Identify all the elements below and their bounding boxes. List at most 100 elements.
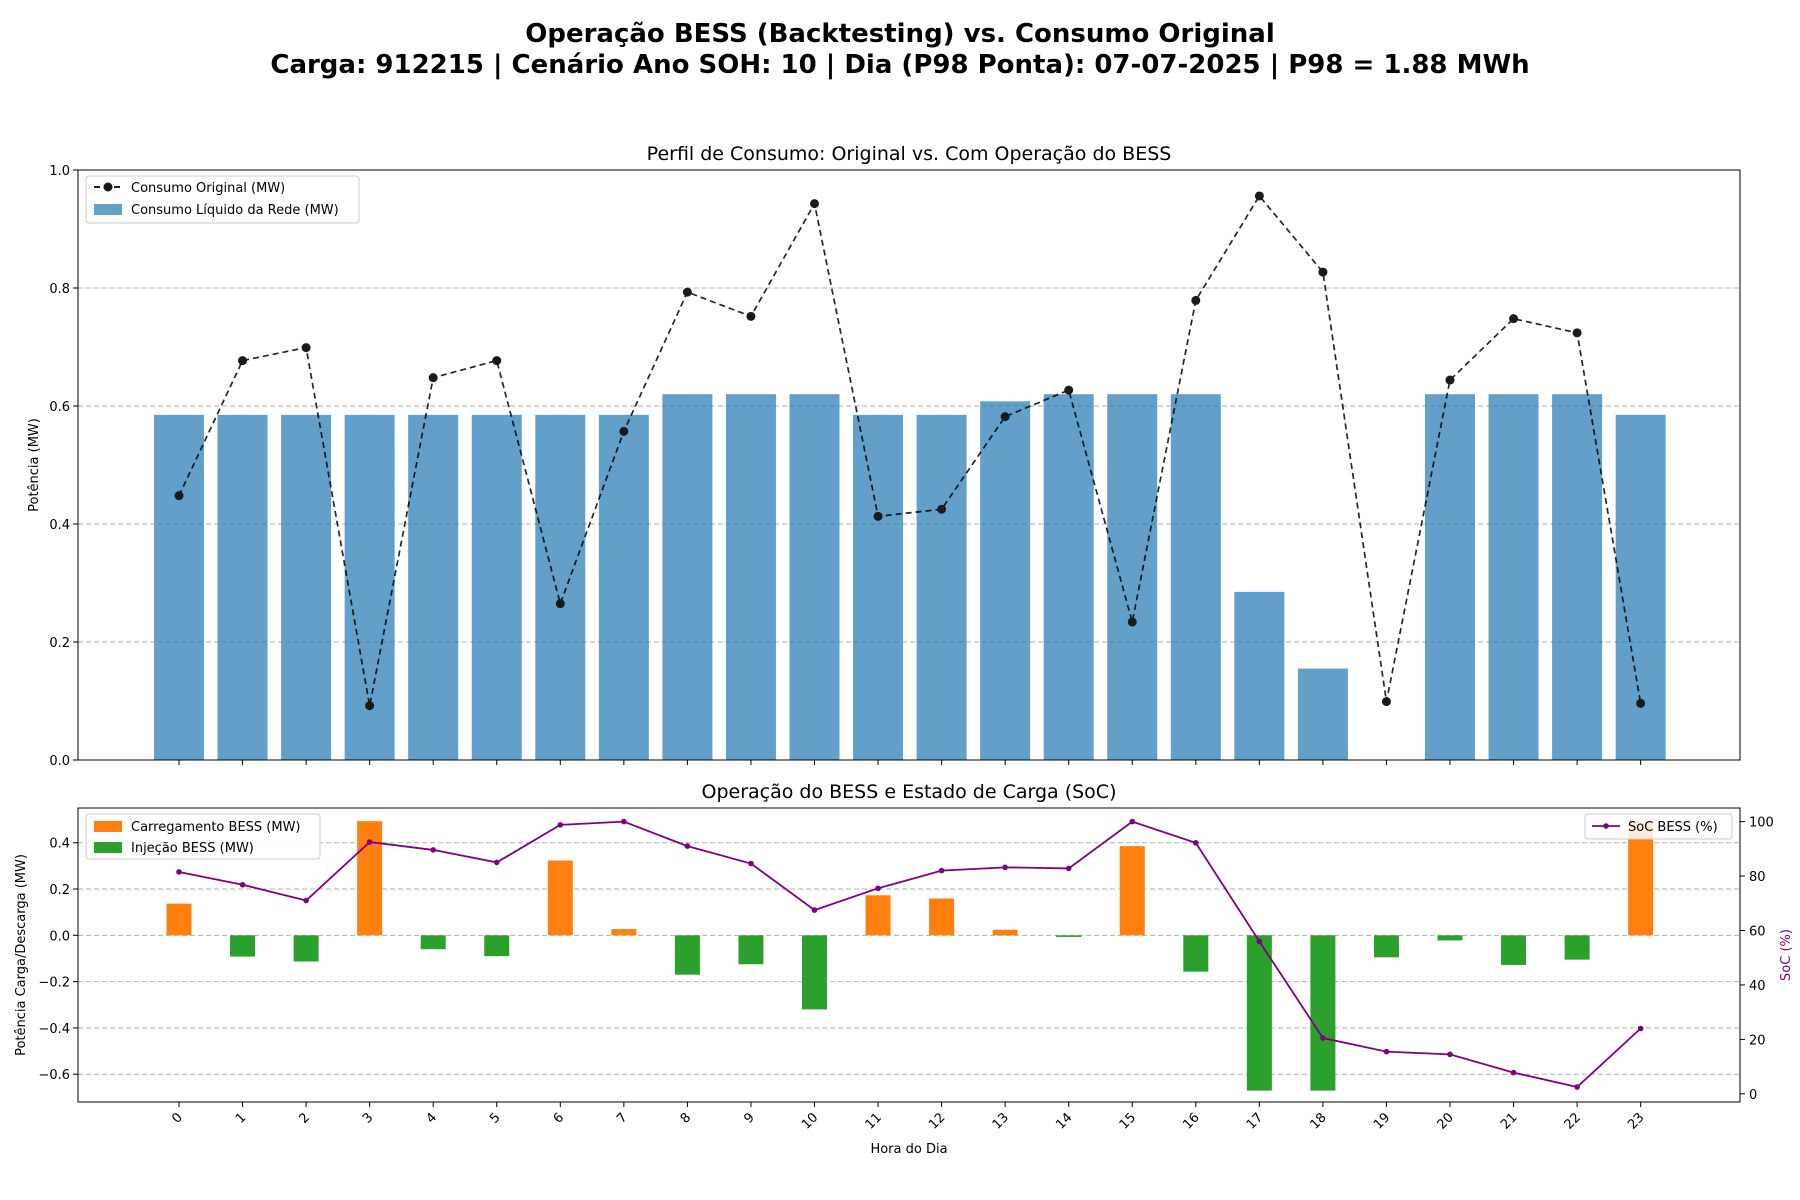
bottom-right-y-axis-label: SoC (%) <box>1779 929 1794 981</box>
bottom-xtick-label: 3 <box>360 1110 376 1126</box>
original-consumption-point <box>1636 698 1646 708</box>
bottom-right-ytick-label: 60 <box>1749 925 1766 940</box>
top-legend-frame <box>85 175 360 224</box>
soc-point <box>1447 1051 1453 1058</box>
soc-point <box>239 881 246 888</box>
bottom-xtick-label: 2 <box>296 1110 312 1126</box>
net-consumption-bar <box>471 414 522 760</box>
charge-bar <box>865 895 891 936</box>
original-consumption-point <box>365 701 375 711</box>
soc-point <box>1383 1048 1390 1055</box>
figure-title-line2: Carga: 912215 | Cenário Ano SOH: 10 | Di… <box>270 50 1530 80</box>
discharge-bar <box>738 935 764 965</box>
bottom-xtick-label: 7 <box>614 1110 630 1126</box>
top-ytick-label: 0.2 <box>49 636 70 651</box>
original-consumption-point <box>1509 314 1519 324</box>
bottom-xtick-label: 1 <box>233 1110 249 1126</box>
soc-point <box>1002 864 1008 871</box>
bottom-legend-left: Carregamento BESS (MW) Injeção BESS (MW) <box>85 813 321 860</box>
bottom-right-ytick-label: 80 <box>1749 870 1766 885</box>
discharge-bar <box>293 935 319 962</box>
net-consumption-bar <box>662 394 713 760</box>
net-consumption-bar <box>1615 414 1666 760</box>
bottom-xtick-label: 10 <box>799 1110 821 1132</box>
top-ytick-label: 0.6 <box>49 400 70 415</box>
bottom-xtick-label: 15 <box>1117 1110 1139 1132</box>
original-consumption-point <box>1381 697 1391 707</box>
charge-bar <box>1628 822 1654 936</box>
bottom-ytick-label: −0.6 <box>38 1068 70 1083</box>
original-consumption-point <box>746 311 756 321</box>
bottom-xtick-label: 13 <box>990 1110 1012 1132</box>
original-consumption-point <box>1318 267 1328 277</box>
soc-point <box>557 822 564 828</box>
net-consumption-bar <box>408 414 459 760</box>
soc-line <box>178 820 1642 1089</box>
charge-bar <box>929 898 955 936</box>
legend-discharge-label: Injeção BESS (MW) <box>131 841 254 856</box>
bottom-y-axis-label: Potência Carga/Descarga (MW) <box>14 854 29 1056</box>
soc-point <box>1510 1069 1517 1076</box>
discharge-bar <box>420 935 446 950</box>
figure-title-line1: Operação BESS (Backtesting) vs. Consumo … <box>525 19 1275 49</box>
discharge-bar <box>1056 935 1082 937</box>
original-consumption-point <box>1127 617 1137 627</box>
top-plot-frame <box>77 169 1741 761</box>
top-legend: Consumo Original (MW) Consumo Líquido da … <box>85 175 360 224</box>
original-consumption-point <box>810 199 819 209</box>
top-ytick-label: 0.8 <box>49 282 70 297</box>
original-consumption-point <box>937 504 947 514</box>
soc-point <box>748 860 754 867</box>
bottom-x-axis-label: Hora do Dia <box>870 1142 947 1157</box>
soc-point <box>811 907 818 913</box>
net-consumption-bar <box>1107 394 1158 760</box>
top-ytick-label: 0.4 <box>49 518 70 533</box>
original-consumption-point <box>1000 412 1010 422</box>
soc-point <box>1574 1084 1580 1090</box>
top-ytick-label: 0.0 <box>49 754 70 769</box>
net-consumption-bar <box>598 414 649 760</box>
legend-soc-label: SoC BESS (%) <box>1628 820 1718 835</box>
net-consumption-bar <box>217 414 268 760</box>
original-consumption-point <box>873 511 883 521</box>
net-consumption-bar <box>980 401 1031 760</box>
original-consumption-point <box>1254 191 1264 201</box>
bottom-ytick-label: −0.2 <box>38 976 70 991</box>
discharge-bar <box>674 935 700 975</box>
net-consumption-bar <box>853 414 904 760</box>
soc-point <box>621 818 627 825</box>
soc-point <box>1193 840 1199 846</box>
net-consumption-bar <box>1170 394 1221 760</box>
bottom-xtick-label: 21 <box>1498 1110 1520 1132</box>
charge-bar <box>992 929 1018 936</box>
discharge-bar <box>802 935 827 1010</box>
bottom-right-ytick-label: 0 <box>1749 1088 1757 1103</box>
original-consumption-point <box>1572 328 1582 338</box>
bottom-xtick-label: 20 <box>1435 1110 1457 1132</box>
bottom-right-ytick-label: 40 <box>1749 979 1766 994</box>
legend-original-marker <box>103 182 113 192</box>
charge-bar <box>547 860 573 936</box>
bottom-xtick-label: 6 <box>551 1110 567 1126</box>
net-consumption-bar <box>154 414 204 760</box>
original-consumption-point <box>682 287 692 297</box>
original-consumption-line <box>178 194 1642 706</box>
soc-point <box>493 859 500 866</box>
discharge-bar <box>1246 935 1272 1091</box>
bottom-legend-right: SoC BESS (%) <box>1584 813 1733 840</box>
net-consumption-bar <box>1552 394 1603 760</box>
legend-discharge-swatch <box>94 842 122 853</box>
discharge-bar <box>484 935 510 957</box>
bottom-xtick-label: 16 <box>1180 1110 1202 1132</box>
soc-point <box>1129 818 1136 825</box>
net-consumption-bar <box>1488 394 1539 760</box>
net-consumption-bar <box>281 414 332 760</box>
original-consumption-point <box>174 491 184 501</box>
bottom-xtick-label: 23 <box>1625 1110 1647 1132</box>
bottom-xtick-label: 19 <box>1371 1110 1393 1132</box>
bottom-xtick-label: 0 <box>169 1110 185 1126</box>
bottom-ytick-label: −0.4 <box>38 1022 70 1037</box>
soc-point <box>875 885 881 892</box>
soc-point <box>684 843 691 849</box>
